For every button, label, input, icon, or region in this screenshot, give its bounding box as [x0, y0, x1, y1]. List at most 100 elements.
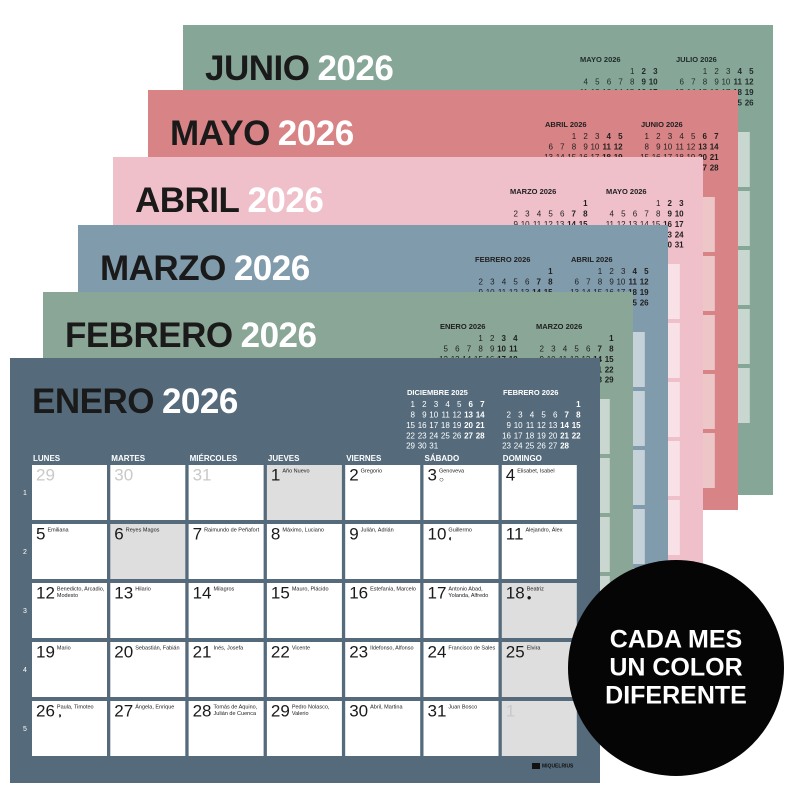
mini-day: 2 [507, 411, 512, 420]
day-cell [345, 642, 421, 697]
mini-day: 15 [579, 220, 588, 229]
week-number: 1 [23, 490, 27, 497]
mini-day: 2 [609, 267, 614, 276]
day-cell [32, 583, 107, 638]
mini-day: 31 [675, 241, 684, 250]
saint-name: Abril, Martina [370, 704, 403, 710]
mini-day: 12 [745, 78, 754, 87]
mini-day: 4 [607, 132, 612, 141]
mini-day: 7 [586, 278, 591, 287]
mini-calendar-title: FEBRERO 2026 [503, 388, 558, 397]
mini-day: 3 [551, 345, 556, 354]
mini-day: 12 [537, 421, 546, 430]
mini-day: 17 [675, 220, 684, 229]
mini-day: 5 [548, 210, 553, 219]
day-cell [110, 465, 186, 520]
mini-calendar-title: ABRIL 2026 [571, 255, 613, 264]
title-month: FEBRERO [65, 316, 233, 355]
mini-day: 5 [691, 132, 696, 141]
week-number: 2 [23, 549, 27, 556]
mini-day: 8 [656, 210, 661, 219]
mini-day: 24 [514, 442, 523, 451]
day-cell [266, 701, 342, 756]
mini-day: 26 [537, 442, 546, 451]
mini-day: 12 [452, 411, 461, 420]
day-number: 19 [36, 642, 55, 661]
mini-day: 8 [583, 210, 588, 219]
mini-day: 12 [686, 143, 695, 152]
mini-day: 29 [605, 376, 614, 385]
day-cell [188, 583, 264, 638]
mini-day: 9 [507, 421, 512, 430]
mini-day: 3 [525, 210, 530, 219]
day-number: 14 [193, 583, 212, 602]
mini-calendar-title: MARZO 2026 [536, 322, 582, 331]
brand-logo [532, 763, 540, 769]
day-cell [501, 465, 577, 520]
day-cell [188, 524, 264, 579]
mini-day: 25 [441, 431, 450, 440]
weekday-header: JUEVES [268, 454, 300, 463]
mini-day: 22 [605, 365, 614, 374]
mini-day: 15 [651, 220, 660, 229]
title-year: 2026 [162, 382, 238, 421]
mini-day: 9 [656, 143, 661, 152]
mini-day: 8 [598, 278, 603, 287]
mini-day: 7 [467, 345, 472, 354]
mini-day: 11 [526, 421, 535, 430]
day-cell [501, 701, 577, 756]
mini-day: 2 [422, 400, 427, 409]
mini-day: 20 [548, 431, 557, 440]
day-cell [423, 642, 499, 697]
saint-name: Milagros [214, 586, 235, 592]
mini-day: 23 [418, 431, 427, 440]
weekday-header: SÁBADO [425, 454, 460, 463]
badge-text: DIFERENTE [605, 682, 747, 710]
mini-day: 4 [679, 132, 684, 141]
sheet-title: MARZO 2026 [100, 249, 310, 288]
day-number: 26 [36, 701, 55, 720]
mini-day: 2 [540, 345, 545, 354]
mini-day: 8 [609, 345, 614, 354]
mini-day: 22 [406, 431, 415, 440]
mini-day: 14 [476, 411, 485, 420]
day-number: 9 [349, 524, 358, 543]
mini-day: 3 [490, 278, 495, 287]
saint-name: Hilario [135, 586, 151, 592]
saint-name: Reyes Magos [126, 527, 160, 533]
mini-day: 12 [544, 220, 553, 229]
moon-phase: ◐ [448, 534, 453, 543]
mini-day: 7 [565, 411, 570, 420]
title-year: 2026 [241, 316, 317, 355]
mini-day: 10 [497, 345, 506, 354]
saint-name: Francisco de Sales [448, 645, 495, 651]
mini-day: 7 [618, 78, 623, 87]
week-number: 4 [23, 667, 27, 674]
mini-day: 4 [537, 210, 542, 219]
saint-name: Valerio [292, 711, 309, 717]
saint-name: Gregorio [361, 468, 382, 474]
mini-day: 18 [525, 431, 534, 440]
mini-day: 16 [663, 220, 672, 229]
mini-day: 9 [642, 78, 647, 87]
mini-day: 10 [675, 210, 684, 219]
day-cell [501, 524, 577, 579]
mini-day: 8 [411, 411, 416, 420]
mini-day: 4 [563, 345, 568, 354]
title-month: MARZO [100, 249, 226, 288]
weekday-header: VIERNES [346, 454, 382, 463]
day-number: 11 [506, 524, 524, 543]
day-cell [345, 701, 421, 756]
mini-day: 18 [441, 421, 450, 430]
mini-day: 1 [548, 267, 553, 276]
saint-name: Sebastián, Fabián [135, 645, 179, 651]
saint-name: Juan Bosco [448, 704, 477, 710]
mini-day: 28 [710, 163, 719, 172]
mini-day: 2 [714, 67, 719, 76]
mini-day: 21 [560, 431, 569, 440]
day-number: 8 [271, 524, 280, 543]
mini-day: 5 [618, 132, 623, 141]
brand-name: MIQUELRIUS [542, 763, 574, 769]
mini-day: 21 [476, 421, 485, 430]
mini-day: 2 [668, 199, 673, 208]
